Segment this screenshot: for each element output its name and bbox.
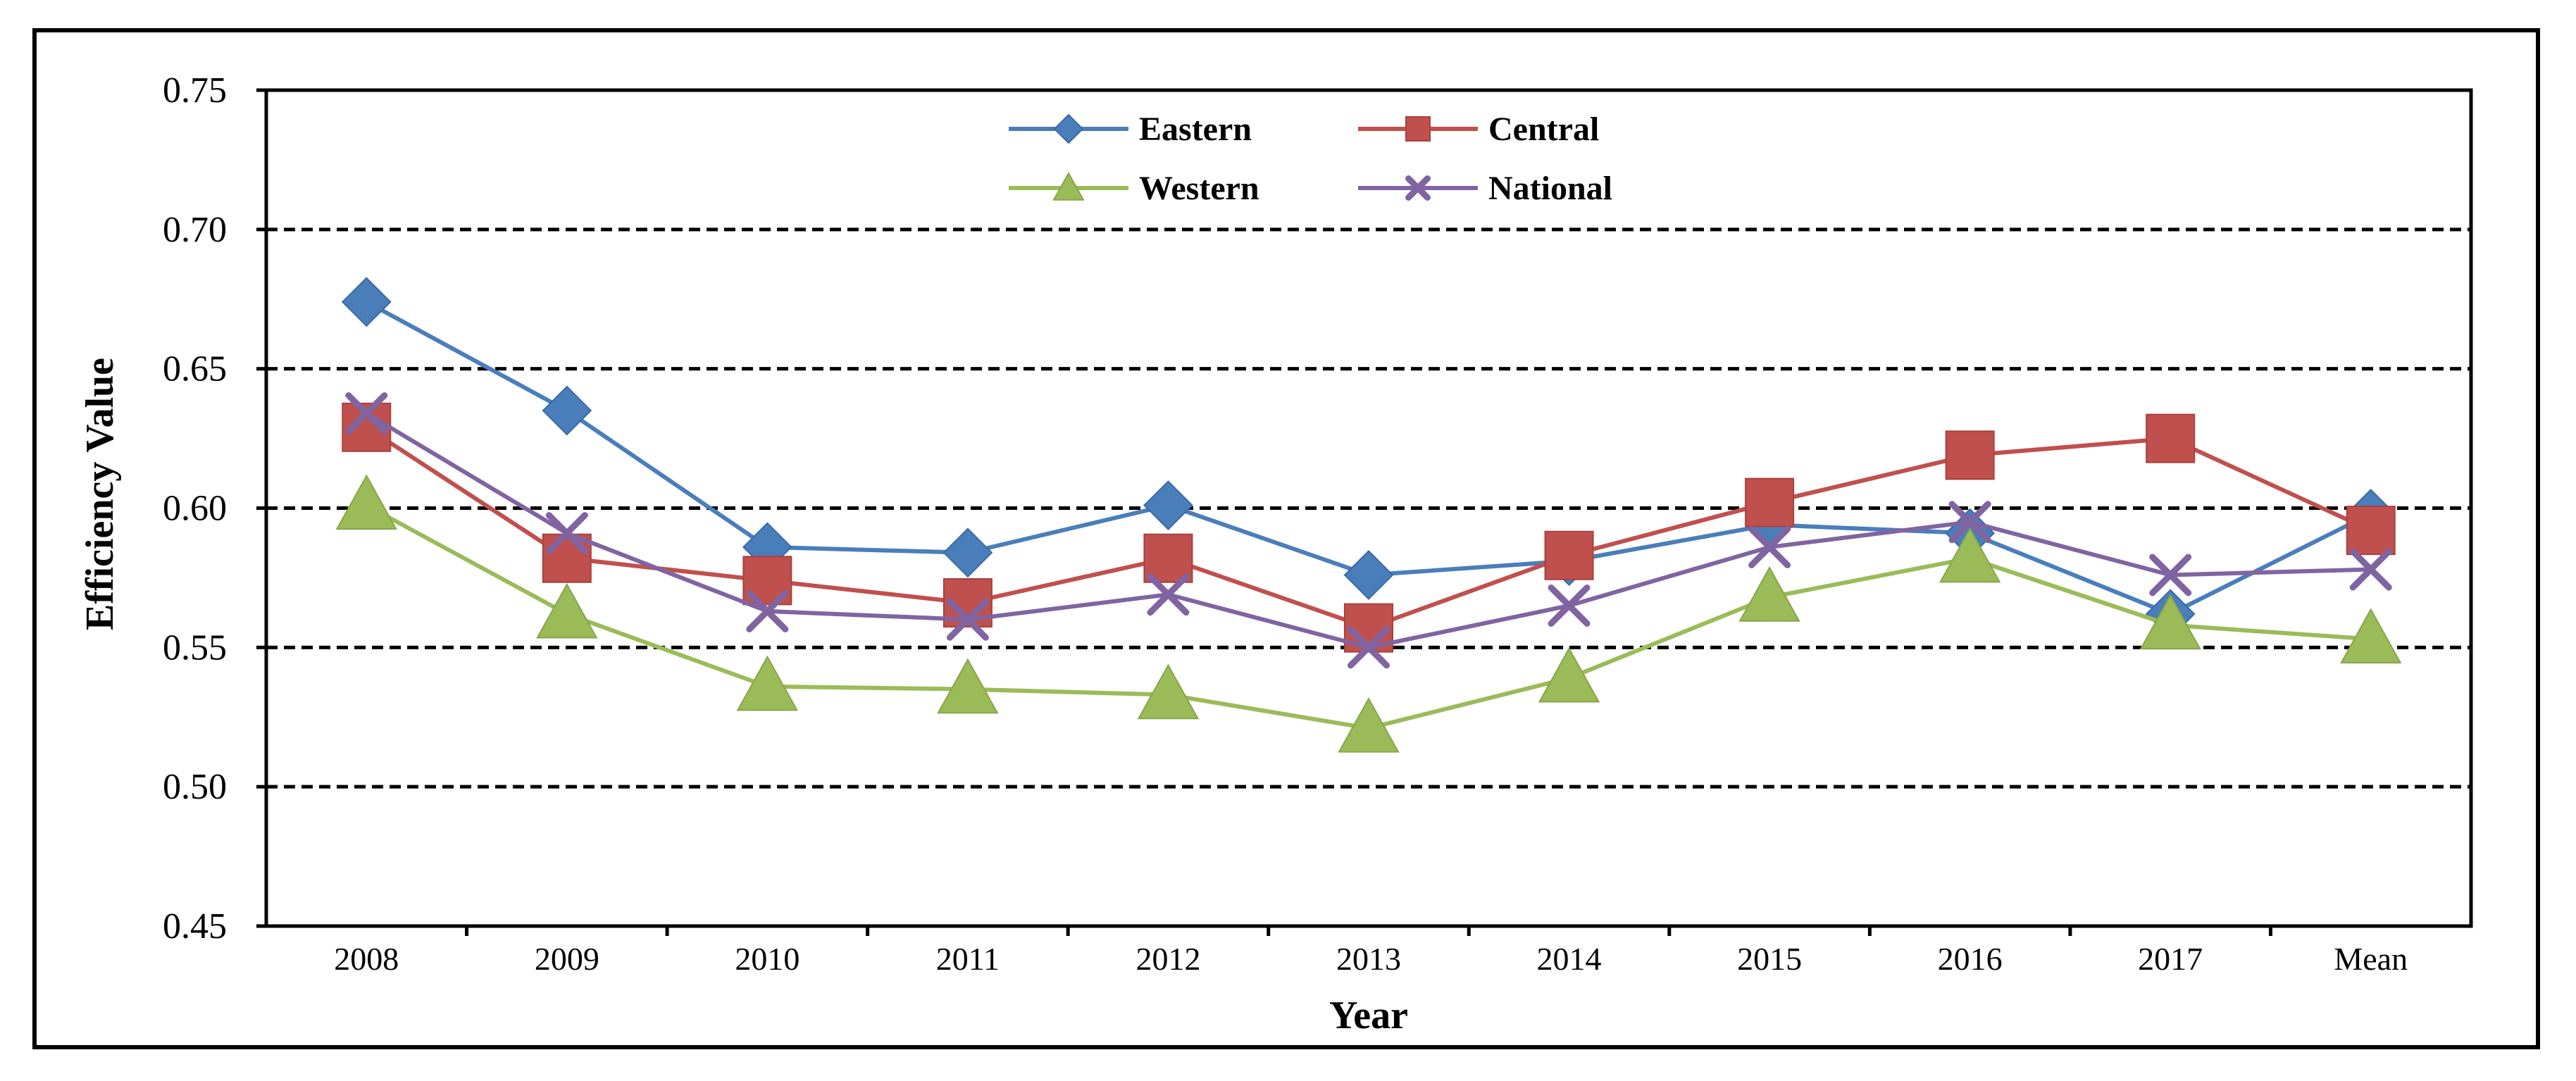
data-point-western xyxy=(335,474,397,530)
x-tick-label: Mean xyxy=(2334,941,2408,977)
data-point-eastern xyxy=(1343,550,1394,600)
legend-label: Eastern xyxy=(1139,111,1252,148)
legend-label: Central xyxy=(1488,111,1599,148)
y-tick-label: 0.75 xyxy=(163,70,227,111)
data-point-western xyxy=(937,658,999,714)
legend-item-central: Central xyxy=(1358,111,1599,148)
x-tick-label: 2008 xyxy=(334,941,399,977)
x-axis-ticks: 2008 2009 2010 2011 2012 2013 2014 2015 2016 2017… xyxy=(334,926,2408,977)
legend-marker xyxy=(1053,113,1084,144)
legend-marker xyxy=(1052,171,1085,201)
legend-item-western: Western xyxy=(1009,170,1259,207)
y-axis-ticks: 0.45 0.50 0.55 0.60 0.65 0.70 0.75 xyxy=(163,70,266,946)
data-point-eastern xyxy=(542,385,592,436)
y-tick-label: 0.65 xyxy=(163,349,227,389)
x-axis-title: Year xyxy=(1329,994,1408,1037)
legend-item-national: National xyxy=(1358,170,1612,207)
y-tick-label: 0.55 xyxy=(163,627,227,668)
data-point-central xyxy=(1945,430,1995,480)
data-point-national xyxy=(2149,554,2192,596)
data-point-national xyxy=(545,512,588,555)
data-point-western xyxy=(1939,527,2001,583)
data-point-national xyxy=(946,598,989,641)
data-point-national xyxy=(345,392,388,435)
series-western xyxy=(335,474,2402,753)
x-tick-label: 2015 xyxy=(1737,941,1802,977)
data-point-national xyxy=(2349,548,2392,591)
data-point-western xyxy=(1338,697,1400,753)
y-tick-label: 0.45 xyxy=(163,906,227,946)
x-tick-label: 2013 xyxy=(1336,941,1401,977)
data-point-central xyxy=(2146,413,2196,463)
x-tick-label: 2011 xyxy=(936,941,1000,977)
data-point-western xyxy=(1738,566,1800,622)
data-point-western xyxy=(736,655,799,711)
data-point-eastern xyxy=(942,527,993,578)
y-tick-label: 0.50 xyxy=(163,767,227,807)
legend-marker xyxy=(1405,175,1431,201)
data-point-western xyxy=(2139,594,2201,650)
x-tick-label: 2012 xyxy=(1135,941,1200,977)
y-tick-label: 0.70 xyxy=(163,210,227,250)
series-central xyxy=(342,402,2396,653)
x-tick-label: 2014 xyxy=(1537,941,1602,977)
x-tick-label: 2009 xyxy=(535,941,599,977)
series-eastern xyxy=(341,277,2396,639)
data-point-western xyxy=(2340,608,2402,664)
data-point-western xyxy=(1538,646,1600,703)
series-national xyxy=(345,392,2392,669)
data-point-central xyxy=(1745,477,1795,527)
data-point-western xyxy=(1137,663,1200,720)
legend-item-eastern: Eastern xyxy=(1009,111,1252,148)
data-point-national xyxy=(1348,626,1390,669)
data-point-national xyxy=(746,589,789,632)
chart-frame xyxy=(32,28,2540,1049)
x-tick-label: 2016 xyxy=(1938,941,2003,977)
series-layer xyxy=(335,277,2402,753)
data-point-central xyxy=(1544,530,1594,580)
legend-marker xyxy=(1405,116,1431,142)
data-point-national xyxy=(1147,573,1190,616)
legend-label: Western xyxy=(1139,170,1259,207)
data-point-eastern xyxy=(341,277,392,327)
x-tick-label: 2017 xyxy=(2138,941,2203,977)
data-point-central xyxy=(2346,506,2396,556)
data-point-national xyxy=(1748,525,1791,568)
data-point-western xyxy=(536,582,598,639)
data-point-national xyxy=(1548,584,1591,627)
legend: Eastern Central Western National xyxy=(1009,111,1612,207)
data-point-national xyxy=(1948,501,1991,544)
legend-label: National xyxy=(1488,170,1612,207)
y-tick-label: 0.60 xyxy=(163,489,227,529)
data-point-eastern xyxy=(1143,480,1193,530)
x-tick-label: 2010 xyxy=(735,941,799,977)
y-axis-title: Efficiency Value xyxy=(78,358,122,630)
